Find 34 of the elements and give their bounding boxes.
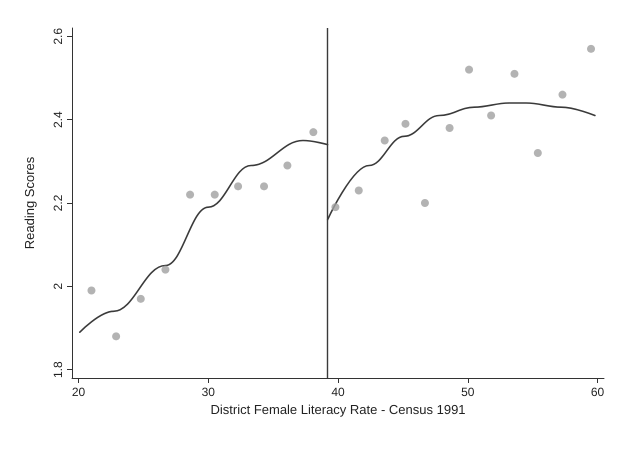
y-tick-label: 2.4	[51, 111, 65, 128]
point	[401, 120, 410, 128]
point	[87, 286, 96, 294]
x-tick-label: 20	[72, 385, 86, 399]
point	[510, 70, 518, 78]
point	[234, 182, 242, 190]
point	[210, 190, 219, 199]
point	[446, 124, 454, 132]
point	[309, 128, 318, 136]
point	[420, 199, 429, 207]
x-tick-label: 60	[590, 385, 605, 399]
y-axis-title: Reading Scores	[22, 156, 37, 250]
point	[465, 66, 474, 74]
x-axis-title: District Female Literacy Rate - Census 1991	[210, 402, 466, 417]
point	[112, 332, 120, 340]
point	[558, 90, 566, 99]
y-tick-label: 2	[51, 282, 65, 290]
y-tick-label: 1.8	[51, 361, 65, 378]
point	[136, 294, 145, 303]
y-tick-label: 2.6	[51, 28, 65, 45]
x-tick-label: 30	[202, 385, 216, 399]
point	[161, 266, 170, 274]
point	[587, 44, 596, 53]
point	[380, 136, 389, 144]
point	[487, 112, 496, 120]
x-tick-label: 50	[461, 385, 475, 399]
x-tick-label: 40	[331, 385, 345, 399]
y-tick-label: 2.2	[51, 194, 65, 212]
point	[186, 190, 194, 199]
point	[260, 182, 268, 190]
point	[354, 186, 363, 194]
point	[331, 203, 340, 212]
point	[534, 149, 542, 157]
point	[283, 162, 292, 170]
